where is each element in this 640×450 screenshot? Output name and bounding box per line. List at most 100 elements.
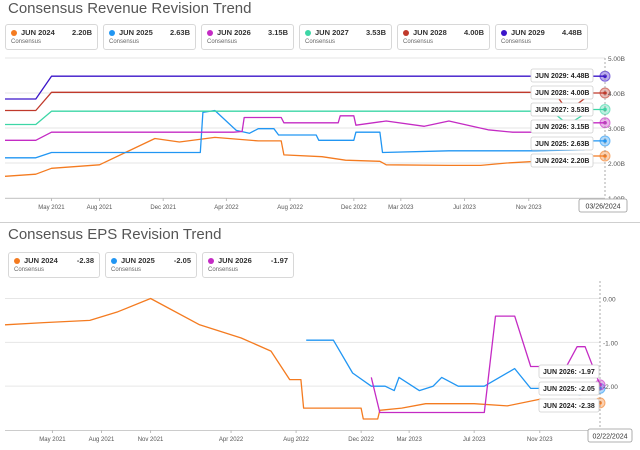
eps-legend-item-jun-2025[interactable]: JUN 2025 -2.05 Consensus xyxy=(105,252,197,278)
tooltip-box-jun-2024 xyxy=(530,153,594,168)
series-end-point-jun-2027 xyxy=(603,107,607,112)
tooltip-label-jun-2024: JUN 2024: -2.38 xyxy=(543,403,595,410)
x-tick-label: Dec 2021 xyxy=(150,205,176,211)
series-line-jun-2024 xyxy=(4,297,601,420)
tooltip-box-jun-2026 xyxy=(538,364,600,379)
x-tick-label: Apr 2022 xyxy=(214,205,239,211)
legend-dot-icon xyxy=(403,29,409,36)
revenue-legend-item-jun-2028[interactable]: JUN 2028 4.00B Consensus xyxy=(397,24,490,50)
x-tick-label: Aug 2021 xyxy=(87,205,113,211)
tooltip-box-jun-2024 xyxy=(538,398,600,413)
revenue-panel: Consensus Revenue Revision Trend JUN 202… xyxy=(0,0,640,218)
legend-series-value: 3.15B xyxy=(267,28,288,37)
legend-series-name: JUN 2029 xyxy=(511,28,545,37)
legend-series-subtitle: Consensus xyxy=(207,39,238,45)
x-tick-label: Aug 2021 xyxy=(89,437,115,443)
x-tick-label: Aug 2022 xyxy=(283,437,309,443)
tooltip-date-box xyxy=(587,428,633,443)
x-tick-label: May 2021 xyxy=(39,437,66,443)
legend-row: JUN 2029 4.48B xyxy=(501,28,582,37)
tooltip-date-label: 03/26/2024 xyxy=(585,204,620,211)
legend-dot-icon xyxy=(501,29,507,36)
revenue-legend-item-jun-2025[interactable]: JUN 2025 2.63B Consensus xyxy=(103,24,196,50)
legend-series-value: -2.05 xyxy=(173,256,191,265)
eps-panel: Consensus EPS Revision Trend JUN 2024 -2.… xyxy=(0,222,640,450)
legend-series-name: JUN 2027 xyxy=(315,28,349,37)
legend-dot-icon xyxy=(111,257,117,264)
x-tick-label: Jul 2023 xyxy=(463,437,486,443)
legend-series-name: JUN 2025 xyxy=(119,28,153,37)
tooltip-box-jun-2028 xyxy=(530,85,594,100)
y-tick-label: 2.00B xyxy=(608,161,625,168)
x-tick-label: Dec 2022 xyxy=(348,437,374,443)
x-tick-label: Apr 2022 xyxy=(219,437,244,443)
legend-series-value: 2.63B xyxy=(169,28,190,37)
legend-dot-icon xyxy=(305,29,311,36)
legend-dot-icon xyxy=(11,29,17,36)
eps-legend-item-jun-2024[interactable]: JUN 2024 -2.38 Consensus xyxy=(8,252,100,278)
legend-row: JUN 2024 -2.38 xyxy=(14,256,94,265)
series-line-jun-2025 xyxy=(5,109,605,159)
y-tick-label: -2.00 xyxy=(603,384,618,391)
revenue-chart-title: Consensus Revenue Revision Trend xyxy=(8,0,252,17)
tooltip-label-jun-2026: JUN 2026: 3.15B xyxy=(535,124,589,131)
legend-series-name: JUN 2024 xyxy=(24,256,58,265)
eps-chart-title: Consensus EPS Revision Trend xyxy=(8,226,222,243)
legend-series-value: 4.00B xyxy=(463,28,484,37)
legend-row: JUN 2028 4.00B xyxy=(403,28,484,37)
tooltip-label-jun-2025: JUN 2025: 2.63B xyxy=(535,141,589,148)
legend-row: JUN 2025 -2.05 xyxy=(111,256,191,265)
y-tick-label: -1.00 xyxy=(603,340,618,347)
x-tick-label: Mar 2023 xyxy=(388,205,414,211)
tooltip-label-jun-2027: JUN 2027: 3.53B xyxy=(535,107,589,114)
legend-series-subtitle: Consensus xyxy=(109,39,140,45)
x-tick-label: Aug 2022 xyxy=(277,205,303,211)
revenue-legend-item-jun-2024[interactable]: JUN 2024 2.20B Consensus xyxy=(5,24,98,50)
legend-series-subtitle: Consensus xyxy=(14,267,45,273)
series-line-jun-2026 xyxy=(5,115,605,141)
legend-series-subtitle: Consensus xyxy=(501,39,532,45)
tooltip-label-jun-2025: JUN 2025: -2.05 xyxy=(543,386,595,393)
revenue-legend-item-jun-2029[interactable]: JUN 2029 4.48B Consensus xyxy=(495,24,588,50)
y-tick-label: 3.00B xyxy=(608,126,625,133)
legend-series-name: JUN 2028 xyxy=(413,28,447,37)
y-tick-label: 5.00B xyxy=(608,56,625,63)
legend-series-name: JUN 2026 xyxy=(217,28,251,37)
legend-row: JUN 2024 2.20B xyxy=(11,28,92,37)
legend-series-subtitle: Consensus xyxy=(403,39,434,45)
legend-dot-icon xyxy=(207,29,213,36)
tooltip-box-jun-2026 xyxy=(530,119,594,134)
legend-series-value: 2.20B xyxy=(71,28,92,37)
x-tick-label: Jul 2023 xyxy=(453,205,476,211)
legend-series-name: JUN 2026 xyxy=(218,256,252,265)
tooltip-box-jun-2025 xyxy=(530,136,594,151)
x-tick-label: Nov 2023 xyxy=(527,437,553,443)
tooltip-label-jun-2026: JUN 2026: -1.97 xyxy=(543,369,595,376)
series-line-jun-2029 xyxy=(5,75,605,100)
legend-series-subtitle: Consensus xyxy=(11,39,42,45)
tooltip-box-jun-2029 xyxy=(530,68,594,83)
x-tick-label: Nov 2023 xyxy=(516,205,542,211)
legend-dot-icon xyxy=(208,257,214,264)
series-line-jun-2028 xyxy=(5,91,605,112)
legend-dot-icon xyxy=(109,29,115,36)
series-end-point-jun-2029 xyxy=(603,74,607,78)
revenue-legend-item-jun-2026[interactable]: JUN 2026 3.15B Consensus xyxy=(201,24,294,50)
legend-row: JUN 2026 -1.97 xyxy=(208,256,288,265)
legend-series-value: 3.53B xyxy=(365,28,386,37)
legend-series-subtitle: Consensus xyxy=(111,267,142,273)
x-tick-label: Nov 2021 xyxy=(138,437,164,443)
tooltip-label-jun-2028: JUN 2028: 4.00B xyxy=(535,90,589,97)
legend-row: JUN 2027 3.53B xyxy=(305,28,386,37)
eps-legend-item-jun-2026[interactable]: JUN 2026 -1.97 Consensus xyxy=(202,252,294,278)
revenue-legend-item-jun-2027[interactable]: JUN 2027 3.53B Consensus xyxy=(299,24,392,50)
legend-series-name: JUN 2024 xyxy=(21,28,55,37)
x-tick-label: Mar 2023 xyxy=(396,437,422,443)
series-line-jun-2024 xyxy=(4,136,605,177)
series-end-point-jun-2025 xyxy=(603,139,607,143)
legend-series-subtitle: Consensus xyxy=(208,267,239,273)
eps-chart[interactable]: 0.00 -1.00 -2.00 May 2021 Aug 2021 Nov 2021 A… xyxy=(0,223,640,450)
tooltip-label-jun-2029: JUN 2029: 4.48B xyxy=(535,73,589,80)
tooltip-date-box xyxy=(578,198,628,213)
